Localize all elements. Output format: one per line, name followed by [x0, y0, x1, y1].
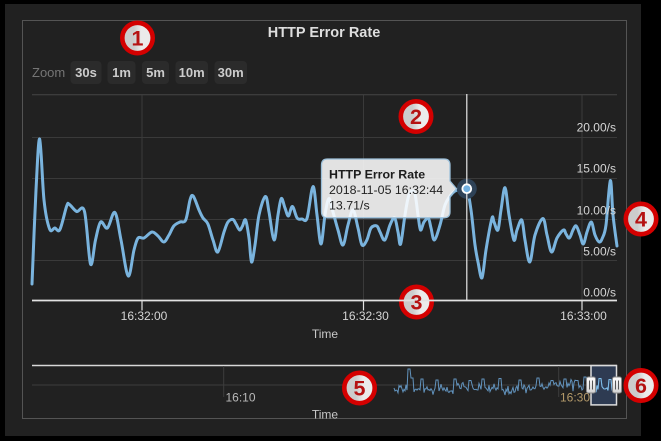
svg-text:16:30: 16:30	[560, 391, 590, 405]
svg-text:Time: Time	[312, 408, 339, 422]
svg-text:Zoom: Zoom	[32, 65, 65, 80]
svg-text:HTTP Error Rate: HTTP Error Rate	[329, 168, 425, 182]
svg-text:16:32:30: 16:32:30	[342, 309, 389, 323]
svg-text:30s: 30s	[75, 65, 97, 80]
svg-text:Time: Time	[312, 327, 339, 341]
svg-text:3: 3	[411, 291, 423, 315]
svg-text:6: 6	[635, 374, 647, 398]
svg-text:5: 5	[354, 377, 366, 401]
svg-text:HTTP Error Rate: HTTP Error Rate	[268, 25, 381, 41]
svg-text:10.00/s: 10.00/s	[577, 204, 616, 218]
svg-text:1m: 1m	[112, 65, 131, 80]
svg-text:20.00/s: 20.00/s	[577, 121, 616, 135]
svg-text:2: 2	[410, 105, 422, 129]
svg-text:16:10: 16:10	[226, 391, 256, 405]
svg-text:16:32:00: 16:32:00	[121, 309, 168, 323]
svg-text:15.00/s: 15.00/s	[577, 162, 616, 176]
svg-text:30m: 30m	[218, 65, 244, 80]
svg-text:5m: 5m	[146, 65, 165, 80]
svg-text:2018-11-05 16:32:44: 2018-11-05 16:32:44	[329, 183, 443, 197]
svg-text:4: 4	[635, 208, 647, 232]
svg-text:1: 1	[132, 27, 144, 51]
svg-text:0.00/s: 0.00/s	[583, 286, 616, 300]
svg-text:5.00/s: 5.00/s	[583, 245, 616, 259]
svg-text:16:33:00: 16:33:00	[560, 309, 607, 323]
svg-text:13.71/s: 13.71/s	[329, 199, 370, 213]
svg-text:10m: 10m	[179, 65, 205, 80]
